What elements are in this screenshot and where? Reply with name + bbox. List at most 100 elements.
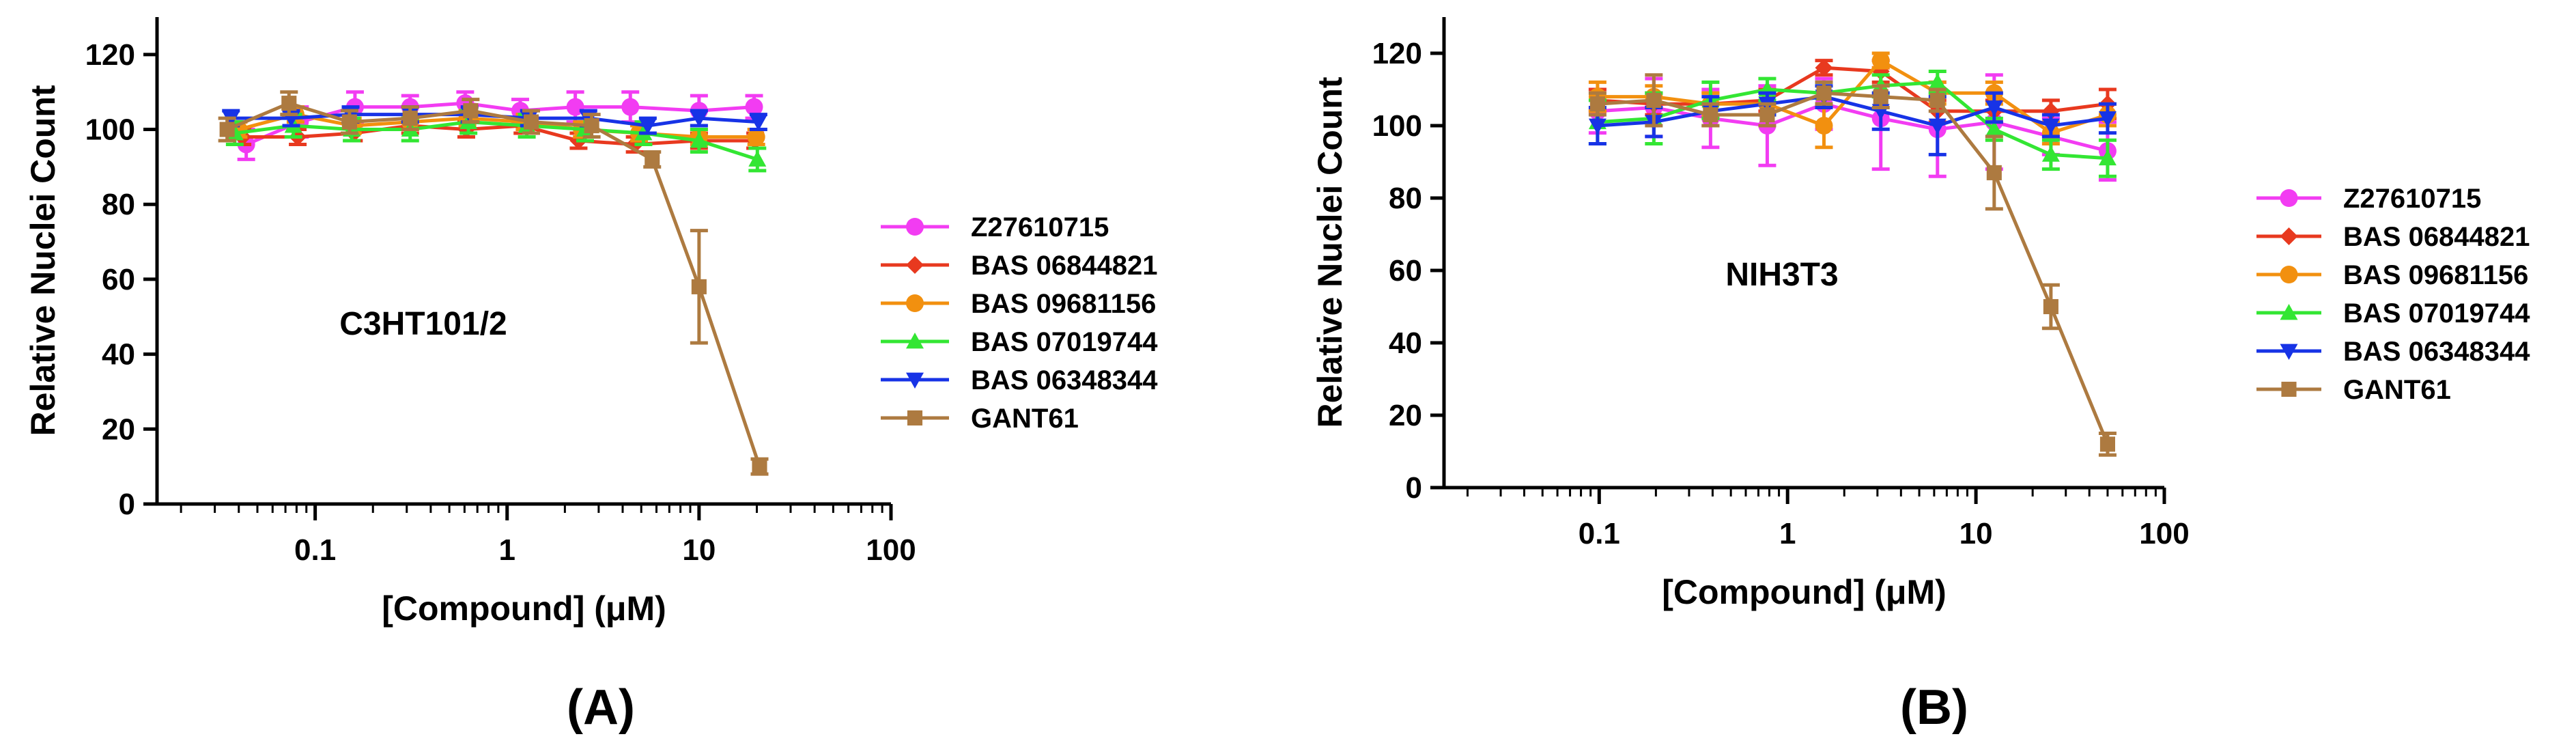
data-point bbox=[1703, 107, 1718, 123]
legend-item: BAS 06348344 bbox=[881, 365, 1158, 395]
panel-a: 0 20 40 60 80 100 120 0.1 1 10 100 [Compound] (μM) R… bbox=[24, 17, 1158, 735]
y-tick-label: 40 bbox=[1389, 326, 1422, 360]
legend-marker bbox=[906, 372, 924, 389]
data-point bbox=[341, 114, 357, 130]
y-tick-label: 120 bbox=[1372, 37, 1422, 70]
data-point bbox=[1759, 107, 1775, 123]
data-point bbox=[584, 118, 599, 134]
data-point bbox=[1873, 89, 1888, 104]
data-point bbox=[1589, 96, 1605, 112]
data-point bbox=[2041, 145, 2060, 162]
x-tick-label: 0.1 bbox=[1579, 517, 1620, 550]
x-tick-label: 1 bbox=[499, 533, 515, 567]
x-axis-label: [Compound] (μM) bbox=[382, 589, 666, 628]
x-axis-label: [Compound] (μM) bbox=[1662, 573, 1947, 611]
x-tick-label: 10 bbox=[1959, 517, 1993, 550]
legend-item: BAS 07019744 bbox=[881, 327, 1158, 357]
x-tick-label: 100 bbox=[2139, 517, 2189, 550]
data-point bbox=[621, 98, 640, 116]
y-tick-label: 80 bbox=[1389, 182, 1422, 215]
legend-item: GANT61 bbox=[2256, 375, 2451, 405]
legend-marker bbox=[906, 256, 924, 274]
data-point bbox=[281, 96, 297, 111]
legend-item: Z27610715 bbox=[2256, 184, 2481, 214]
series-gant61 bbox=[218, 90, 769, 476]
cell-line-annotation: NIH3T3 bbox=[1725, 257, 1838, 293]
legend-item: BAS 07019744 bbox=[2256, 298, 2530, 328]
series-line bbox=[226, 101, 761, 467]
x-tick-label: 0.1 bbox=[294, 533, 336, 567]
panel-label: (B) bbox=[1900, 680, 1968, 735]
x-tick-label: 1 bbox=[1779, 517, 1796, 550]
legend-item: BAS 09681156 bbox=[881, 289, 1156, 319]
y-axis-label: Relative Nuclei Count bbox=[24, 85, 62, 436]
legend-label: BAS 06348344 bbox=[971, 365, 1158, 395]
legend-item: BAS 09681156 bbox=[2256, 260, 2528, 290]
data-point bbox=[747, 128, 765, 146]
y-tick-label: 20 bbox=[102, 412, 135, 446]
legend-marker bbox=[2280, 344, 2298, 360]
data-point bbox=[1871, 51, 1890, 70]
y-tick-label: 80 bbox=[102, 188, 135, 221]
legend-label: BAS 07019744 bbox=[2343, 298, 2530, 328]
y-tick-label: 60 bbox=[102, 263, 135, 296]
data-point bbox=[1646, 92, 1662, 108]
data-point bbox=[2098, 111, 2117, 128]
y-tick-label: 20 bbox=[1389, 399, 1422, 432]
panel-label: (A) bbox=[567, 680, 635, 735]
legend-label: BAS 06844821 bbox=[2343, 222, 2530, 252]
series-line bbox=[1597, 102, 2108, 153]
legend-item: BAS 06844821 bbox=[2256, 222, 2530, 252]
y-tick-label: 100 bbox=[85, 113, 135, 147]
x-tick-label: 100 bbox=[866, 533, 916, 567]
data-point bbox=[2099, 436, 2115, 452]
data-point bbox=[748, 150, 767, 167]
y-tick-label: 0 bbox=[119, 488, 135, 521]
data-point bbox=[691, 279, 707, 294]
legend-marker bbox=[2280, 189, 2298, 207]
legend-marker bbox=[2280, 227, 2298, 245]
legend-label: Z27610715 bbox=[2343, 184, 2481, 214]
legend-marker bbox=[2281, 381, 2297, 397]
panel-b: 0 20 40 60 80 100 120 0.1 1 10 100 [Compound] (μM) R… bbox=[1311, 17, 2530, 735]
legend-marker bbox=[906, 294, 924, 312]
data-point bbox=[1985, 120, 2003, 137]
y-tick-label: 0 bbox=[1406, 471, 1422, 505]
legend-item: GANT61 bbox=[881, 404, 1079, 434]
legend-label: BAS 06348344 bbox=[2343, 337, 2530, 367]
data-point bbox=[1928, 118, 1947, 135]
y-tick-label: 120 bbox=[85, 38, 135, 72]
data-point bbox=[1985, 100, 2003, 117]
legend-marker bbox=[906, 333, 924, 349]
data-point bbox=[1929, 92, 1945, 108]
y-tick-label: 100 bbox=[1372, 109, 1422, 143]
legend-item: BAS 06348344 bbox=[2256, 337, 2530, 367]
data-point bbox=[638, 118, 657, 135]
legend-label: BAS 09681156 bbox=[971, 289, 1156, 319]
legend-label: BAS 07019744 bbox=[971, 327, 1158, 357]
data-point bbox=[2041, 118, 2060, 135]
data-point bbox=[749, 115, 767, 131]
series-line bbox=[1597, 58, 2108, 135]
legend: Z27610715 BAS 06844821 BAS 09681156 BAS 070… bbox=[2256, 184, 2530, 405]
legend-item: BAS 06844821 bbox=[881, 251, 1158, 281]
legend-marker bbox=[906, 218, 924, 236]
data-point bbox=[2043, 298, 2058, 315]
data-point bbox=[219, 122, 235, 137]
cell-line-annotation: C3HT101/2 bbox=[339, 306, 507, 342]
data-point bbox=[1928, 73, 1947, 89]
data-point bbox=[1986, 165, 2002, 180]
y-tick-label: 40 bbox=[102, 338, 135, 372]
legend-marker bbox=[2280, 266, 2298, 283]
legend-label: GANT61 bbox=[971, 404, 1079, 434]
legend-marker bbox=[2280, 304, 2298, 320]
series-line bbox=[1597, 91, 2110, 445]
legend-item: Z27610715 bbox=[881, 212, 1109, 242]
legend-label: Z27610715 bbox=[971, 212, 1109, 242]
y-axis-label: Relative Nuclei Count bbox=[1311, 76, 1349, 428]
data-point bbox=[523, 114, 539, 130]
data-point bbox=[752, 459, 767, 475]
series-line bbox=[1597, 80, 2108, 160]
data-point bbox=[645, 152, 660, 167]
